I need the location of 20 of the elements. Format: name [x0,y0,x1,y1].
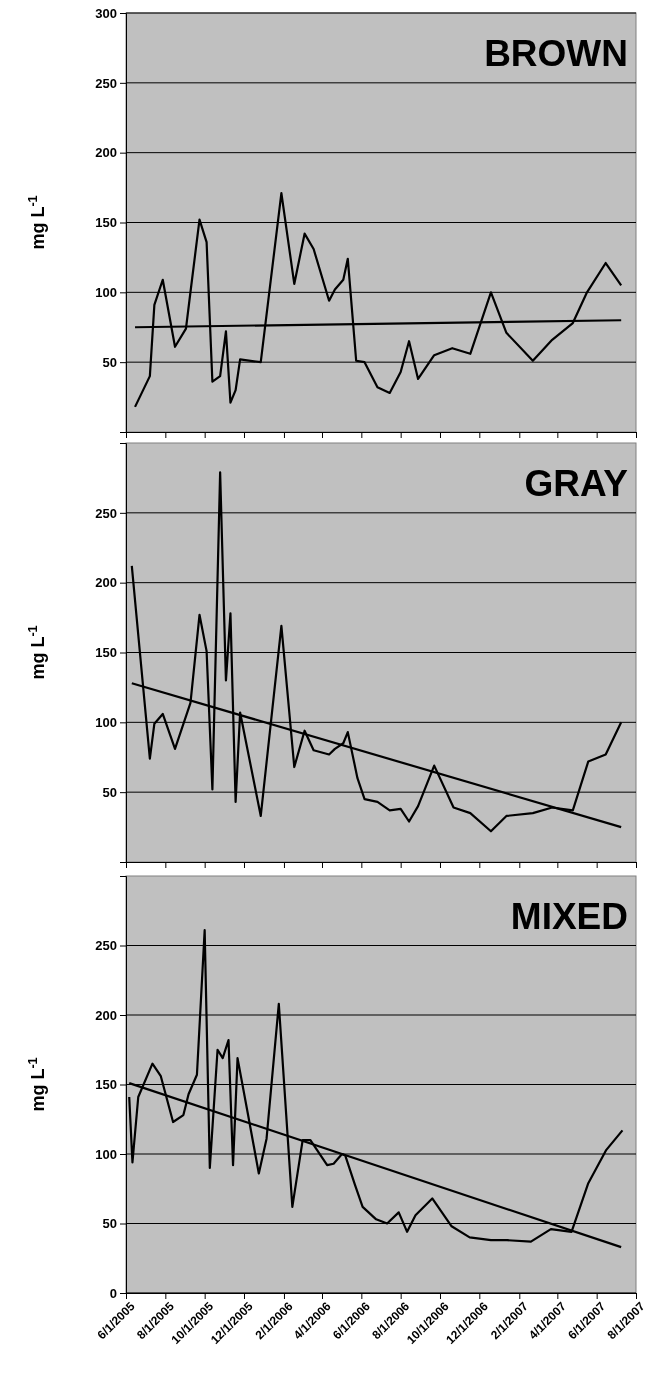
y-tick-label: 250 [95,505,117,521]
text: GRAY [524,463,629,504]
y-tick-label: 50 [102,354,117,370]
y-tick-label: 250 [95,938,117,954]
y-tick-label: 200 [95,145,117,161]
y-tick-label: 200 [95,575,117,591]
y-tick-label: 50 [102,1216,117,1232]
y-tick-label: 200 [95,1007,117,1023]
text: BROWN [484,33,628,74]
y-tick-label: 300 [95,5,117,21]
text: MIXED [510,896,628,937]
y-tick-label: 100 [95,714,117,730]
y-tick-label: 250 [95,75,117,91]
y-tick-label: 150 [95,215,117,231]
y-tick-label: 100 [95,1146,117,1162]
y-tick-label: 100 [95,284,117,300]
y-tick-label: 0 [109,1285,117,1301]
y-tick-label: 150 [95,1077,117,1093]
y-tick-label: 50 [102,784,117,800]
y-tick-label: 150 [95,645,117,661]
